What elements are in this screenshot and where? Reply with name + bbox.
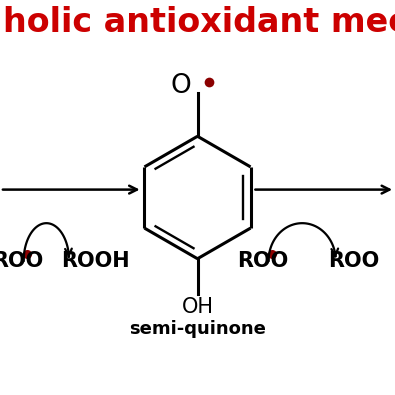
Text: semi-quinone: semi-quinone — [129, 320, 266, 338]
Text: O: O — [171, 73, 192, 99]
Text: ROOH: ROOH — [61, 251, 130, 271]
Text: OH: OH — [181, 297, 214, 318]
Text: ROO: ROO — [0, 251, 43, 271]
Text: ROO: ROO — [328, 251, 379, 271]
Text: holic antioxidant mecha: holic antioxidant mecha — [4, 6, 395, 39]
Text: ROO: ROO — [237, 251, 288, 271]
